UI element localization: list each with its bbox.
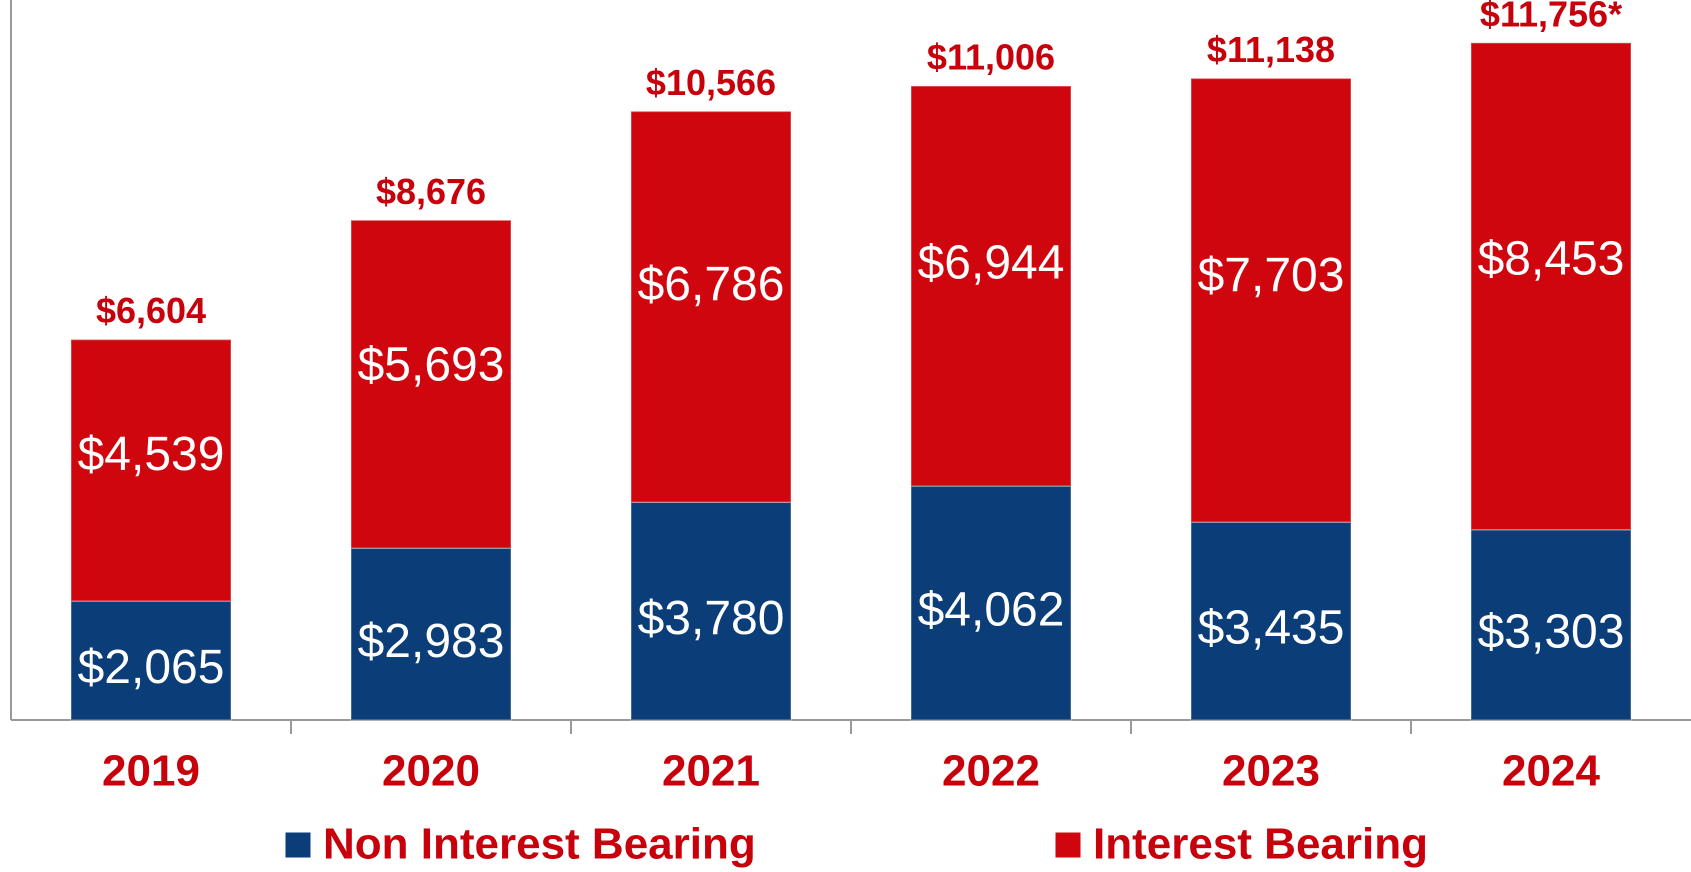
bar-segment: [70, 338, 232, 602]
x-tick-label: 2022: [942, 747, 1040, 796]
segment-label: $3,435: [1198, 602, 1345, 655]
x-tick-label: 2019: [102, 747, 200, 796]
bar-segment: [70, 600, 232, 721]
segment-label: $7,703: [1198, 249, 1345, 302]
total-label: $11,138: [1207, 29, 1335, 70]
segment-label: $6,944: [918, 237, 1065, 290]
legend-swatch: [1054, 831, 1082, 859]
bar-segment: [350, 219, 512, 549]
bar-segment: [910, 85, 1072, 487]
segment-label: $6,786: [638, 258, 785, 311]
legend-label: Non Interest Bearing: [323, 820, 756, 869]
total-label: $11,756*: [1480, 0, 1622, 34]
segment-label: $3,780: [638, 592, 785, 645]
total-label: $10,566: [646, 62, 776, 103]
segment-label: $3,303: [1478, 606, 1625, 659]
segment-label: $4,062: [918, 584, 1065, 637]
segment-label: $2,983: [358, 615, 505, 668]
segment-label: $4,539: [78, 428, 225, 481]
x-tick-label: 2024: [1502, 747, 1600, 796]
x-tick-label: 2021: [662, 747, 760, 796]
bar-segment: [1470, 42, 1632, 531]
total-label: $11,006: [927, 37, 1055, 78]
x-tick-label: 2020: [382, 747, 480, 796]
bar-segment: [630, 501, 792, 721]
x-tick-label: 2023: [1222, 747, 1320, 796]
segment-label: $2,065: [78, 641, 225, 694]
legend-label: Interest Bearing: [1093, 820, 1428, 869]
bar-segment: [910, 485, 1072, 721]
bar-segment: [1190, 77, 1352, 523]
legend-swatch: [284, 831, 312, 859]
bar-segment: [1470, 528, 1632, 721]
total-label: $6,604: [96, 290, 206, 331]
total-label: $8,676: [376, 171, 486, 212]
segment-label: $5,693: [358, 338, 505, 391]
segment-label: $8,453: [1478, 233, 1625, 286]
bar-segment: [1190, 521, 1352, 721]
bar-segment: [350, 547, 512, 721]
bar-segment: [630, 110, 792, 504]
